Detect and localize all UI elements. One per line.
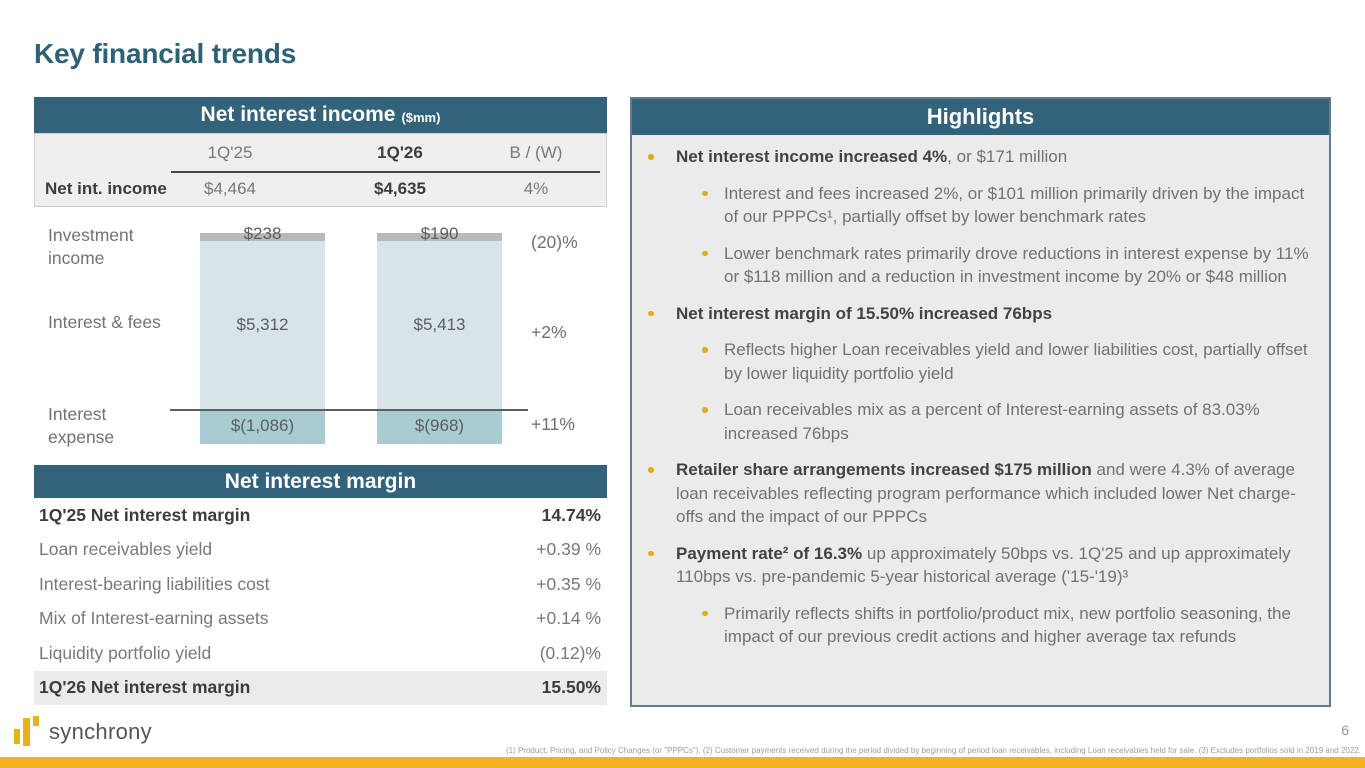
row-label-net-int-income: Net int. income [45,179,167,198]
highlight-item: Net interest income increased 4%, or $17… [632,145,1329,169]
column-header-bw: B / (W) [509,143,563,162]
nii-panel-title: Net interest income [200,103,396,126]
bullet-icon [702,347,708,353]
highlight-subitem: Lower benchmark rates primarily drove re… [632,242,1329,289]
bullet-icon [648,310,654,316]
page-number: 6 [1341,722,1349,738]
nim-row-label: Mix of Interest-earning assets [39,608,269,629]
change-interest-fees: +2% [531,322,567,342]
nim-row-value: 14.74% [541,504,601,525]
table-row: Mix of Interest-earning assets +0.14 % [34,602,607,637]
bullet-icon [702,190,708,196]
bullet-icon [648,550,654,556]
highlight-subitem: Reflects higher Loan receivables yield a… [632,338,1329,385]
table-row: Interest-bearing liabilities cost +0.35 … [34,567,607,602]
nim-row-label: 1Q'26 Net interest margin [39,677,251,698]
bar-1q25-interest-expense [200,410,325,444]
header-rule [171,171,600,173]
nim-row-value: +0.14 % [536,608,601,629]
bullet-icon [702,407,708,413]
bar-1q25-investment-income [200,233,325,241]
bar-1q26-interest-fees [377,241,502,409]
value-1q26: $4,635 [374,179,426,198]
table-row: 1Q'25 Net interest margin 14.74% [34,498,607,533]
datalabel-1q26-interest-expense: $(968) [414,416,465,435]
nii-panel-unit: ($mm) [401,110,441,125]
bar-1q26-investment-income [377,233,502,241]
nim-walk-table: 1Q'25 Net interest margin 14.74% Loan re… [34,498,607,705]
datalabel-1q25-interest-fees: $5,312 [236,315,289,334]
highlight-subitem: Primarily reflects shifts in portfolio/p… [632,602,1329,649]
nim-row-label: Liquidity portfolio yield [39,642,212,663]
bottom-accent-bar [0,757,1365,768]
highlights-panel-header: Highlights [632,99,1329,135]
nim-panel-header: Net interest margin [34,465,607,498]
page-title: Key financial trends [34,38,297,69]
nim-panel-title: Net interest margin [224,469,417,493]
nim-row-label: 1Q'25 Net interest margin [39,504,251,525]
synchrony-logo: synchrony [14,716,152,748]
table-row: Liquidity portfolio yield (0.12)% [34,636,607,671]
column-header-1q26: 1Q'26 [377,143,423,162]
logo-wordmark: synchrony [49,719,152,744]
datalabel-1q26-investment: $190 [420,224,459,243]
nim-row-label: Interest-bearing liabilities cost [39,573,270,594]
nii-panel-header: Net interest income ($mm) [34,97,607,133]
highlight-item: Net interest margin of 15.50% increased … [632,302,1329,326]
nii-summary-table: 1Q'25 1Q'26 B / (W) Net int. income $4,4… [34,133,607,207]
bar-1q26-interest-expense [377,410,502,444]
nim-row-value: 15.50% [541,677,601,698]
zero-axis-line [170,409,528,411]
column-header-1q25: 1Q'25 [207,143,253,162]
nim-row-value: +0.39 % [536,539,601,560]
value-bw: 4% [523,179,549,198]
datalabel-1q25-interest-expense: $(1,086) [230,416,295,435]
change-interest-expense: +11% [531,414,575,434]
nii-stacked-bar-chart: Investment income Interest & fees Intere… [34,212,607,458]
nim-row-value: +0.35 % [536,573,601,594]
series-label-interest-fees: Interest & fees [48,312,161,332]
bullet-icon [648,154,654,160]
bullet-icon [702,250,708,256]
highlight-subitem: Interest and fees increased 2%, or $101 … [632,182,1329,229]
table-row: 1Q'26 Net interest margin 15.50% [34,670,607,705]
bullet-icon [648,467,654,473]
series-label-investment-income: Investment income [48,225,134,268]
footnotes: (1) Product, Pricing, and Policy Changes… [505,746,1361,755]
highlights-body: Net interest income increased 4%, or $17… [632,135,1329,705]
nim-row-value: (0.12)% [539,642,601,663]
highlight-subitem: Loan receivables mix as a percent of Int… [632,398,1329,445]
series-label-interest-expense: Interest expense [48,404,115,447]
table-row: Loan receivables yield +0.39 % [34,533,607,568]
change-investment-income: (20)% [531,232,578,252]
highlights-panel: Highlights Net interest income increased… [630,97,1331,707]
nim-row-label: Loan receivables yield [39,539,213,560]
value-1q25: $4,464 [204,179,256,198]
synchrony-bars-icon [14,716,39,746]
datalabel-1q26-interest-fees: $5,413 [413,315,466,334]
highlight-item: Payment rate² of 16.3% up approximately … [632,542,1329,589]
datalabel-1q25-investment: $238 [243,224,282,243]
bar-1q25-interest-fees [200,241,325,409]
bullet-icon [702,610,708,616]
highlight-item: Retailer share arrangements increased $1… [632,458,1329,529]
